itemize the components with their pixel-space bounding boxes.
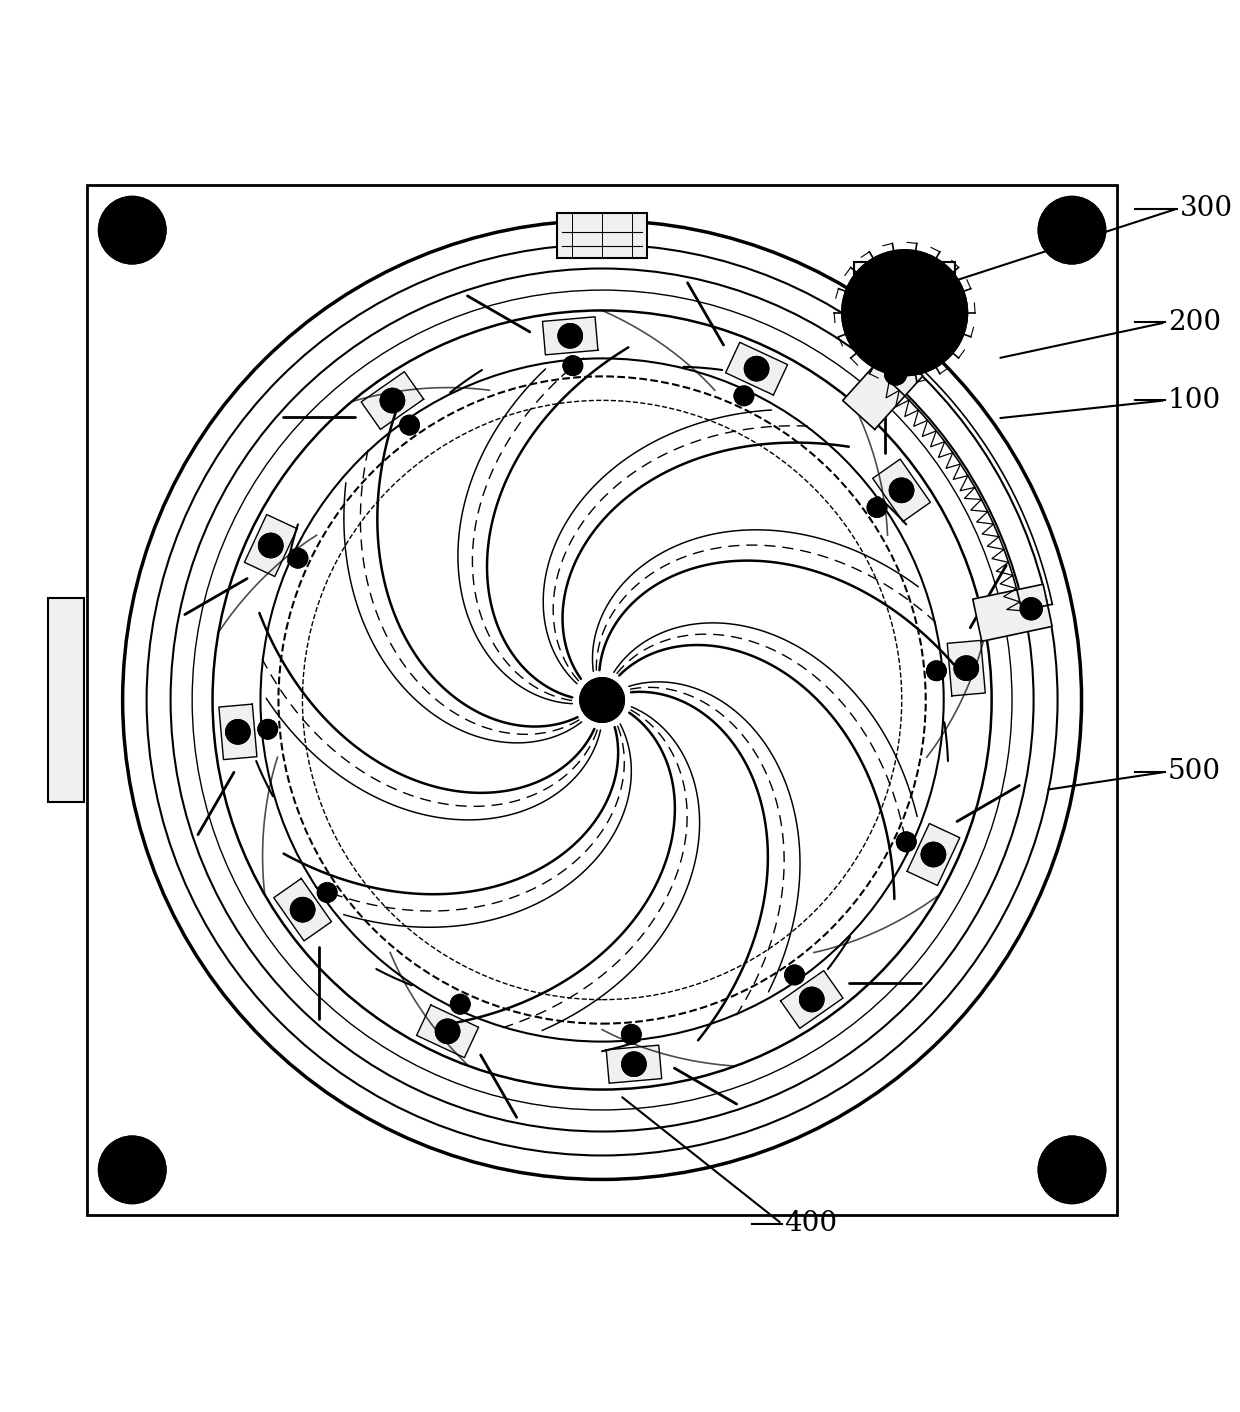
Polygon shape [843, 347, 923, 429]
Circle shape [563, 356, 583, 376]
Polygon shape [947, 641, 986, 696]
Circle shape [955, 657, 978, 681]
Polygon shape [972, 585, 1052, 641]
Polygon shape [219, 705, 257, 760]
Circle shape [921, 843, 945, 867]
Circle shape [435, 1019, 460, 1043]
Polygon shape [361, 371, 424, 429]
Circle shape [622, 1052, 646, 1076]
Circle shape [734, 387, 754, 405]
Circle shape [450, 994, 470, 1014]
Polygon shape [417, 1005, 479, 1058]
Text: 500: 500 [1168, 758, 1221, 785]
Bar [87, 185, 1117, 1216]
Circle shape [401, 415, 419, 435]
Circle shape [897, 832, 916, 851]
Text: 200: 200 [1168, 309, 1221, 336]
Circle shape [800, 987, 823, 1011]
Circle shape [1038, 196, 1106, 264]
Circle shape [899, 306, 911, 319]
Circle shape [877, 285, 932, 340]
Circle shape [785, 966, 805, 984]
Circle shape [259, 534, 283, 558]
Polygon shape [244, 514, 298, 576]
Circle shape [99, 196, 166, 264]
Polygon shape [780, 970, 843, 1028]
Circle shape [621, 1025, 641, 1043]
Circle shape [744, 357, 769, 381]
Bar [854, 263, 955, 335]
Text: 400: 400 [784, 1210, 837, 1237]
Circle shape [885, 363, 906, 385]
Circle shape [289, 549, 308, 568]
Circle shape [1038, 1137, 1106, 1203]
Circle shape [558, 323, 583, 347]
Circle shape [926, 661, 946, 681]
Circle shape [99, 1137, 166, 1203]
Circle shape [580, 678, 624, 722]
Circle shape [1021, 599, 1042, 620]
Polygon shape [274, 878, 331, 940]
Circle shape [857, 281, 873, 297]
Circle shape [889, 479, 914, 503]
Polygon shape [725, 342, 787, 395]
Circle shape [258, 720, 278, 738]
Text: 300: 300 [1179, 195, 1233, 222]
Circle shape [842, 250, 967, 376]
Circle shape [936, 281, 952, 297]
Circle shape [890, 299, 919, 326]
Polygon shape [908, 823, 960, 885]
Circle shape [290, 898, 315, 922]
Polygon shape [606, 1045, 662, 1083]
Circle shape [317, 882, 337, 902]
Bar [48, 599, 84, 802]
Polygon shape [542, 316, 598, 354]
Circle shape [868, 498, 887, 517]
Circle shape [381, 388, 404, 412]
Text: 100: 100 [1168, 387, 1221, 414]
Circle shape [226, 720, 250, 744]
Bar [557, 213, 647, 258]
Polygon shape [873, 459, 930, 521]
